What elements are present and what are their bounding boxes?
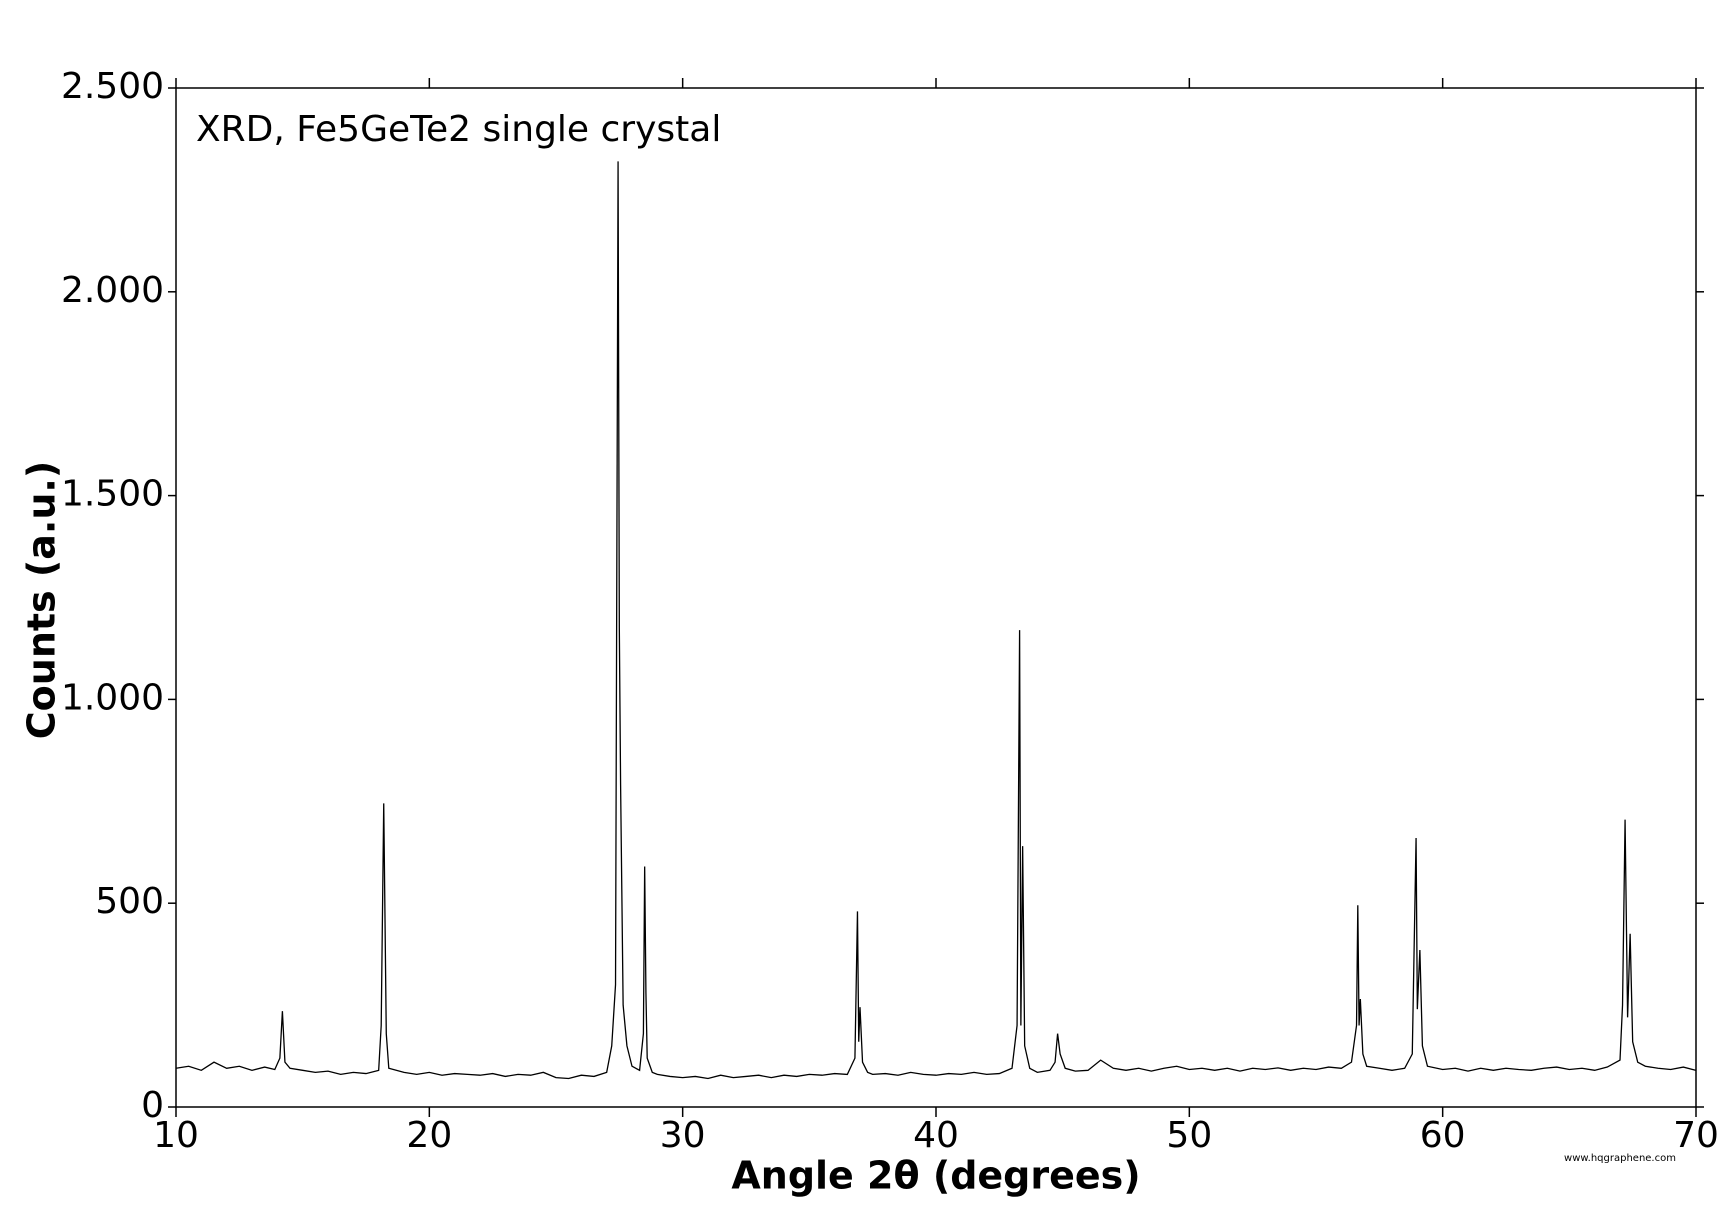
plot-frame: [175, 87, 1697, 1108]
x-tick-label: 40: [913, 1115, 959, 1156]
y-tick-label: 1.500: [61, 474, 164, 515]
y-tick-label: 2.000: [61, 270, 164, 311]
x-tick-label: 30: [660, 1115, 706, 1156]
y-tick-label: 2.500: [61, 66, 164, 107]
annotation: XRD, Fe5GeTe2 single crystal: [196, 109, 721, 150]
x-tick-label: 20: [406, 1115, 452, 1156]
y-axis-label: Counts (a.u.): [20, 461, 64, 739]
x-tick-label: 60: [1420, 1115, 1466, 1156]
x-tick-label: 70: [1673, 1115, 1718, 1156]
data-line: [175, 161, 1697, 1080]
y-tick-label: 1.000: [61, 677, 164, 718]
x-tick-label: 50: [1166, 1115, 1212, 1156]
x-tick-label: 10: [153, 1115, 199, 1156]
y-tick-label: 0: [141, 1085, 164, 1126]
x-axis-label: Angle 2θ (degrees): [731, 1154, 1140, 1198]
y-tick-label: 500: [95, 881, 164, 922]
watermark: www.hqgraphene.com: [1564, 1153, 1676, 1164]
